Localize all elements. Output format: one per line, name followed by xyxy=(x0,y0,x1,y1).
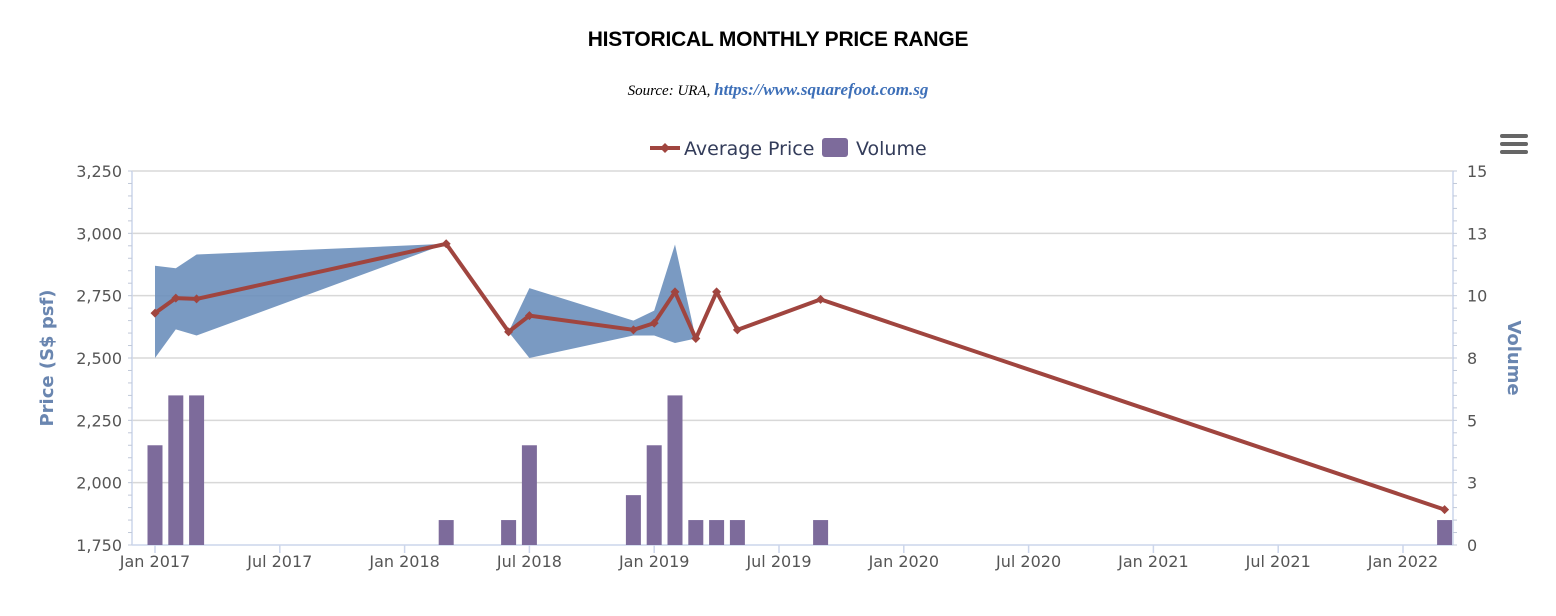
x-tick-label: Jul 2020 xyxy=(995,552,1061,571)
x-tick-label: Jan 2018 xyxy=(368,552,439,571)
x-tick-label: Jan 2022 xyxy=(1367,552,1438,571)
volume-bar xyxy=(729,520,745,545)
average-price-marker xyxy=(816,294,826,304)
average-price-marker xyxy=(192,294,202,304)
average-price-marker xyxy=(691,334,701,344)
chart-subtitle: Source: URA, https://www.squarefoot.com.… xyxy=(0,80,1556,100)
y-right-tick-label: 5 xyxy=(1467,411,1477,430)
volume-bar xyxy=(501,520,517,545)
y-left-tick-label: 2,250 xyxy=(76,411,122,430)
x-tick-label: Jan 2017 xyxy=(119,552,190,571)
volume-bar xyxy=(709,520,725,545)
y-left-tick-label: 1,750 xyxy=(76,536,122,555)
y-right-tick-label: 13 xyxy=(1467,224,1487,243)
x-tick-label: Jan 2019 xyxy=(618,552,689,571)
subtitle-source: Source: URA, xyxy=(627,83,711,99)
volume-bar xyxy=(813,520,829,545)
average-price-line xyxy=(153,241,1446,512)
y-left-tick-label: 3,000 xyxy=(76,224,122,243)
volume-bar xyxy=(646,445,662,545)
volume-bar xyxy=(521,445,537,545)
volume-bar xyxy=(688,520,704,545)
average-price-marker xyxy=(628,325,638,335)
average-price-marker xyxy=(1440,505,1450,515)
legend-label-average-price: Average Price xyxy=(684,138,814,160)
y-right-tick-label: 3 xyxy=(1467,474,1477,493)
average-price-marker xyxy=(649,318,659,328)
y-right-tick-label: 15 xyxy=(1467,162,1487,181)
average-price-marker xyxy=(670,287,680,297)
y-left-tick-label: 2,750 xyxy=(76,287,122,306)
y-right-tick-label: 10 xyxy=(1467,287,1487,306)
price-range-area xyxy=(155,243,447,358)
x-tick-label: Jul 2019 xyxy=(745,552,811,571)
y-right-tick-label: 0 xyxy=(1467,536,1477,555)
x-tick-label: Jul 2017 xyxy=(246,552,312,571)
average-price-marker xyxy=(171,293,181,303)
legend-diamond-icon xyxy=(660,143,670,153)
legend-volume-swatch xyxy=(822,138,848,157)
average-price-marker xyxy=(504,327,514,337)
y-left-tick-label: 3,250 xyxy=(76,162,122,181)
volume-bar xyxy=(189,395,205,545)
legend-label-volume: Volume xyxy=(856,138,927,160)
volume-bar xyxy=(168,395,184,545)
y-left-tick-label: 2,000 xyxy=(76,474,122,493)
y-left-axis-title: Price (S$ psf) xyxy=(37,289,58,426)
chart-title: HISTORICAL MONTHLY PRICE RANGE xyxy=(587,28,969,51)
volume-bar xyxy=(667,395,683,545)
x-tick-label: Jul 2018 xyxy=(496,552,562,571)
source-link[interactable]: https://www.squarefoot.com.sg xyxy=(714,80,929,99)
x-tick-label: Jan 2021 xyxy=(1117,552,1188,571)
average-price-marker xyxy=(712,287,722,297)
average-price-marker xyxy=(732,325,742,335)
average-price-marker xyxy=(524,311,534,321)
price-range-area xyxy=(508,244,696,358)
volume-bar xyxy=(438,520,454,545)
y-left-tick-label: 2,500 xyxy=(76,349,122,368)
volume-bar xyxy=(147,445,163,545)
average-price-marker xyxy=(150,308,160,318)
y-right-axis-title: Volume xyxy=(1503,320,1524,395)
volume-bar xyxy=(625,495,641,545)
average-price-marker xyxy=(441,239,451,249)
x-tick-label: Jan 2020 xyxy=(868,552,939,571)
hamburger-menu-icon[interactable] xyxy=(1500,134,1528,156)
volume-bar xyxy=(1437,520,1453,545)
y-right-tick-label: 8 xyxy=(1467,349,1477,368)
x-tick-label: Jul 2021 xyxy=(1245,552,1311,571)
